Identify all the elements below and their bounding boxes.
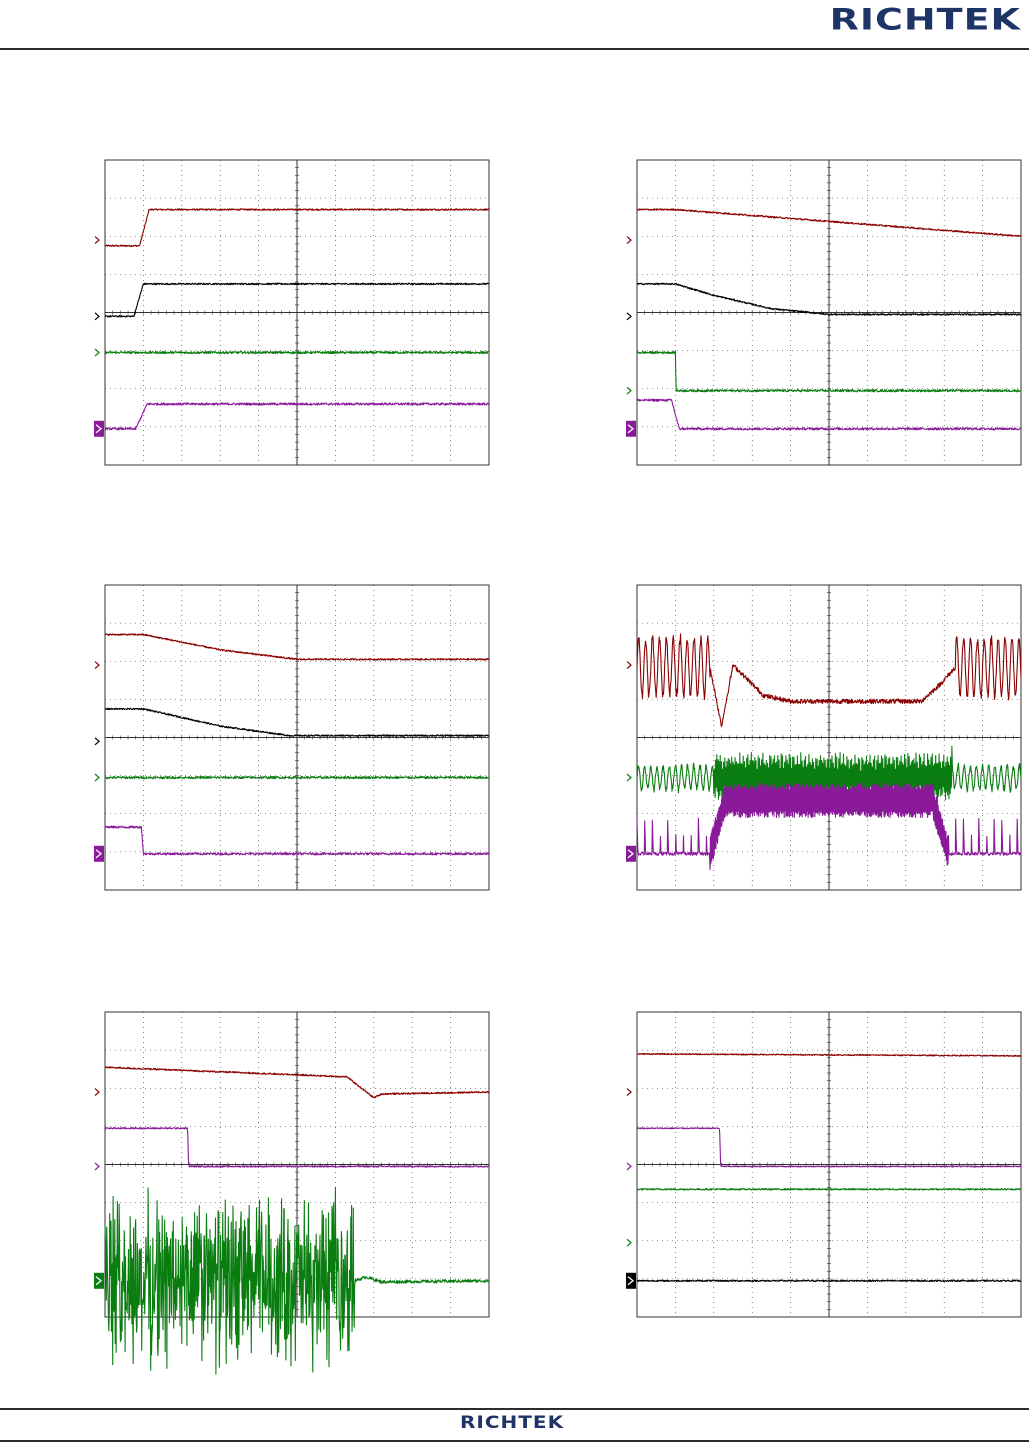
channel-marker-red: [626, 1088, 632, 1097]
trace-purple: [636, 782, 1022, 871]
trace-purple: [636, 1127, 1022, 1168]
channel-marker-purple: [626, 1162, 632, 1171]
channel-marker-purple: [626, 845, 636, 862]
channel-marker-red: [94, 1088, 100, 1097]
trace-red: [104, 1066, 490, 1099]
channel-marker-black: [626, 1272, 636, 1289]
channel-marker-green: [94, 1272, 104, 1289]
trace-purple: [104, 825, 490, 856]
trace-purple: [636, 398, 1022, 431]
footer-rule-bottom: [0, 1440, 1029, 1442]
channel-marker-red: [94, 661, 100, 670]
scope-3: [94, 584, 490, 891]
trace-black: [636, 1279, 1022, 1283]
trace-black: [636, 282, 1022, 316]
scope-2: [626, 159, 1022, 466]
trace-red: [104, 208, 490, 248]
channel-marker-arrow: [627, 1276, 635, 1286]
channel-marker-arrow: [95, 424, 103, 434]
trace-red: [636, 1052, 1022, 1057]
scope-4: [626, 584, 1022, 891]
trace-red: [636, 633, 1022, 727]
channel-marker-arrow: [95, 849, 103, 859]
channel-marker-green: [94, 773, 100, 782]
channel-marker-green: [626, 773, 632, 782]
channel-marker-purple: [94, 845, 104, 862]
channel-marker-purple: [626, 420, 636, 437]
trace-black: [104, 282, 490, 318]
trace-red: [636, 208, 1022, 238]
trace-black: [104, 707, 490, 737]
channel-marker-arrow: [627, 424, 635, 434]
channel-marker-purple: [94, 1162, 100, 1171]
channel-marker-black: [94, 312, 100, 321]
channel-marker-black: [94, 737, 100, 746]
channel-marker-green: [94, 348, 100, 357]
footer-rule-top: [0, 1408, 1029, 1410]
trace-green: [104, 350, 490, 355]
scope-5: [94, 1011, 490, 1375]
trace-green: [104, 1186, 490, 1375]
channel-marker-purple: [94, 420, 104, 437]
channel-marker-black: [626, 312, 632, 321]
channel-marker-green: [626, 386, 632, 395]
channel-marker-red: [94, 236, 100, 245]
trace-purple: [104, 402, 490, 431]
trace-purple: [104, 1126, 490, 1168]
channel-marker-red: [626, 236, 632, 245]
scope-6: [626, 1011, 1022, 1318]
header-rule: [0, 48, 1029, 50]
richtek-logo-header: RICHTEK: [829, 2, 1021, 37]
channel-marker-arrow: [627, 849, 635, 859]
trace-red: [104, 633, 490, 661]
trace-green: [636, 350, 1022, 393]
trace-green: [636, 1187, 1022, 1191]
channel-marker-red: [626, 661, 632, 670]
channel-marker-arrow: [95, 1276, 103, 1286]
channel-marker-green: [626, 1238, 632, 1247]
trace-green: [104, 775, 490, 780]
richtek-logo-footer: RICHTEK: [460, 1412, 565, 1433]
scope-1: [94, 159, 490, 466]
